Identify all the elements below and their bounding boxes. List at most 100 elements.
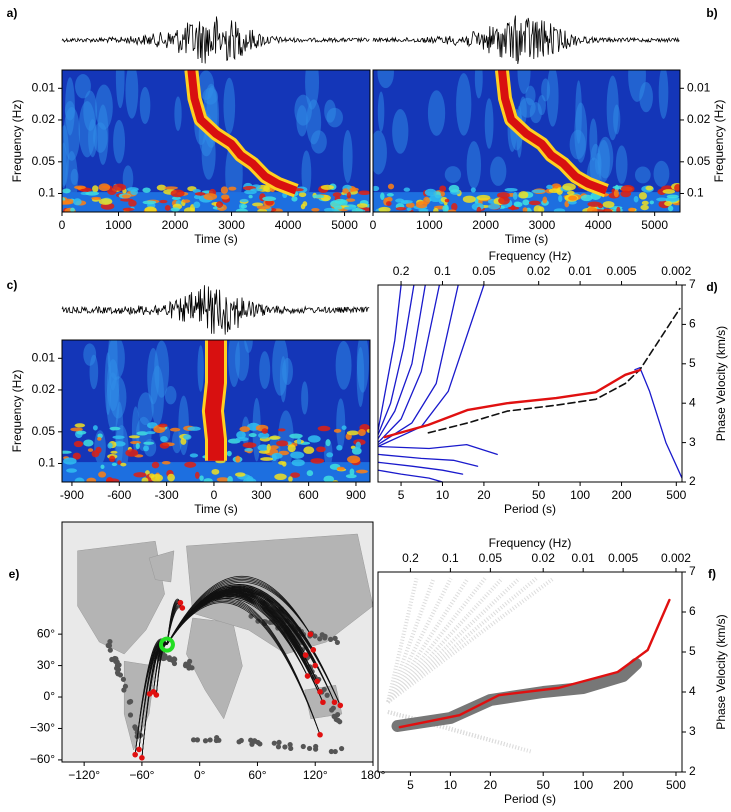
x-tick-label: 10 xyxy=(444,778,458,792)
spectrogram-blob xyxy=(89,354,99,390)
spectrogram-speck xyxy=(674,183,680,192)
spectrogram-speck xyxy=(323,207,335,212)
spectrogram-speck xyxy=(470,187,476,193)
spectrogram-speck xyxy=(291,196,298,202)
spectrogram-speck xyxy=(358,190,370,195)
x2-axis-label: Frequency (Hz) xyxy=(489,249,572,263)
spectrogram-speck xyxy=(135,442,140,450)
spectrogram-speck xyxy=(522,207,528,212)
spectrogram-speck xyxy=(164,205,171,211)
spectrogram-blob xyxy=(278,410,294,469)
y-tick-label: −30° xyxy=(30,721,55,735)
spectrogram-speck xyxy=(142,187,151,193)
panel-label: f) xyxy=(708,567,716,581)
spectrogram-speck xyxy=(143,441,155,445)
y-tick-label: 2 xyxy=(689,764,696,778)
spectrogram-speck xyxy=(180,437,187,445)
seismicity xyxy=(282,744,288,750)
event xyxy=(139,755,145,761)
event xyxy=(320,699,326,706)
spectrogram-speck xyxy=(311,208,320,212)
x-tick-label: 0° xyxy=(194,768,206,782)
spectrogram-speck xyxy=(86,477,97,482)
spectrogram-speck xyxy=(451,202,458,211)
spectrogram-blob xyxy=(301,381,309,415)
x-tick-label: 900 xyxy=(346,488,366,502)
spectrogram-blob xyxy=(75,74,91,99)
energy-ridge xyxy=(204,340,224,461)
y-tick-label: 0° xyxy=(44,689,56,703)
x-tick-label: -900 xyxy=(60,488,84,502)
spectrogram-speck xyxy=(133,472,147,478)
spectrogram-speck xyxy=(334,198,346,204)
spectrogram-speck xyxy=(289,433,303,439)
spectrogram-speck xyxy=(160,436,168,443)
x-tick-label: 2000 xyxy=(162,218,189,232)
spectrogram-speck xyxy=(662,189,676,194)
spectrogram-blob xyxy=(197,345,204,392)
spectrogram-speck xyxy=(424,188,437,197)
panel: e) −120° −60° 0° 60° 120° 180° 60° 30° 0° −30° −60° xyxy=(9,521,386,782)
spectrogram-speck xyxy=(128,435,141,439)
spectrogram-blob xyxy=(223,77,236,135)
seismicity xyxy=(238,737,244,744)
energy-ridge xyxy=(497,70,608,195)
spectrogram-speck xyxy=(63,457,77,465)
plot-area xyxy=(373,70,680,212)
spectrogram-speck xyxy=(227,475,233,482)
spectrogram-blob xyxy=(377,91,385,132)
seismicity xyxy=(271,740,277,746)
x-tick-label: 180° xyxy=(361,768,386,782)
spectrogram-speck xyxy=(257,208,268,212)
seismicity xyxy=(128,698,134,705)
event xyxy=(146,691,153,697)
waveform xyxy=(61,285,370,335)
panel-label: d) xyxy=(706,280,717,294)
ray-path xyxy=(166,593,308,677)
spectrogram-speck xyxy=(87,448,94,452)
waveform xyxy=(61,16,370,64)
y-axis-label: Phase Velocity (km/s) xyxy=(714,614,728,729)
spectrogram-speck xyxy=(92,425,98,431)
spectrogram-speck xyxy=(518,191,529,199)
spectrogram-speck xyxy=(287,444,296,453)
spectrogram-speck xyxy=(262,196,277,202)
spectrogram-blob xyxy=(62,142,67,189)
spectrogram-speck xyxy=(298,192,307,198)
spectrogram-speck xyxy=(274,473,287,481)
measurement-cloud xyxy=(386,577,504,704)
panel-label: a) xyxy=(7,6,18,20)
spectrogram-speck xyxy=(342,188,349,194)
spectrogram-speck xyxy=(587,201,602,208)
spectrogram-speck xyxy=(349,468,355,476)
spectrogram-speck xyxy=(74,477,85,482)
spectrogram-speck xyxy=(278,460,285,465)
spectrogram-speck xyxy=(345,198,356,202)
x-tick-label: 50 xyxy=(537,778,551,792)
event xyxy=(331,699,338,706)
spectrogram-speck xyxy=(100,464,105,470)
spectrogram-speck xyxy=(276,440,289,447)
spectrogram-speck xyxy=(326,452,334,458)
spectrogram-speck xyxy=(113,441,126,447)
spectrogram-speck xyxy=(638,192,647,200)
panel-label: c) xyxy=(7,278,18,292)
seismicity xyxy=(120,676,127,682)
spectrogram-speck xyxy=(142,200,157,205)
y-tick-label: 0.05 xyxy=(32,154,56,168)
event xyxy=(153,692,160,698)
spectrogram-blob xyxy=(259,351,271,390)
seismicity xyxy=(339,745,345,752)
seismicity xyxy=(331,713,337,719)
measurement-cloud xyxy=(386,576,538,704)
y-tick-label: 7 xyxy=(689,277,696,291)
spectrogram-speck xyxy=(476,206,482,212)
spectrogram-speck xyxy=(169,427,181,432)
ray-path xyxy=(156,644,168,695)
spectrogram-blob xyxy=(88,119,98,158)
spectrogram-speck xyxy=(312,194,325,199)
spectrogram-blob xyxy=(70,168,79,186)
spectrogram-speck xyxy=(242,442,257,448)
spectrogram-speck xyxy=(243,477,257,482)
plot-area xyxy=(62,70,370,212)
